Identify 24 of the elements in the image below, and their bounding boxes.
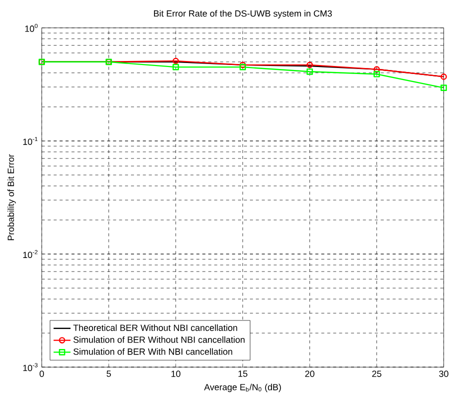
y-tick-label: 10$^{0}$ xyxy=(25,24,38,32)
point xyxy=(440,84,447,92)
x-tick-label: 0 xyxy=(40,370,44,377)
x-tick-label: 15 xyxy=(238,370,248,377)
y-axis-title: Probability of Bit Error xyxy=(7,154,16,240)
x-axis-title: Average E$_{b}$/N$_{0}$ (dB) xyxy=(204,384,281,392)
legend-label: Simulation of BER Without NBI cancellation xyxy=(74,336,245,343)
point xyxy=(172,64,179,70)
chart-title: Bit Error Rate of the DS-UWB system in CM3 xyxy=(154,10,332,18)
x-tick-label: 5 xyxy=(106,370,111,377)
point xyxy=(374,66,380,72)
x-tick-label: 20 xyxy=(305,370,314,377)
y-tick-label: 10$^{-1}$ xyxy=(23,136,38,145)
point xyxy=(306,68,313,75)
y-tick-label: 10$^{-2}$ xyxy=(23,250,38,258)
x-tick-label: 25 xyxy=(372,370,382,377)
y-tick-label: 10$^{-3}$ xyxy=(23,363,38,372)
x-tick-label: 30 xyxy=(439,370,448,377)
legend-label: Simulation of BER With NBI cancellation xyxy=(74,348,232,355)
point xyxy=(374,70,380,78)
point xyxy=(306,62,313,68)
x-tick-label: 10 xyxy=(171,370,180,377)
legend-label: Theoretical BER Without NBI cancellation xyxy=(73,324,238,331)
point xyxy=(172,58,179,64)
